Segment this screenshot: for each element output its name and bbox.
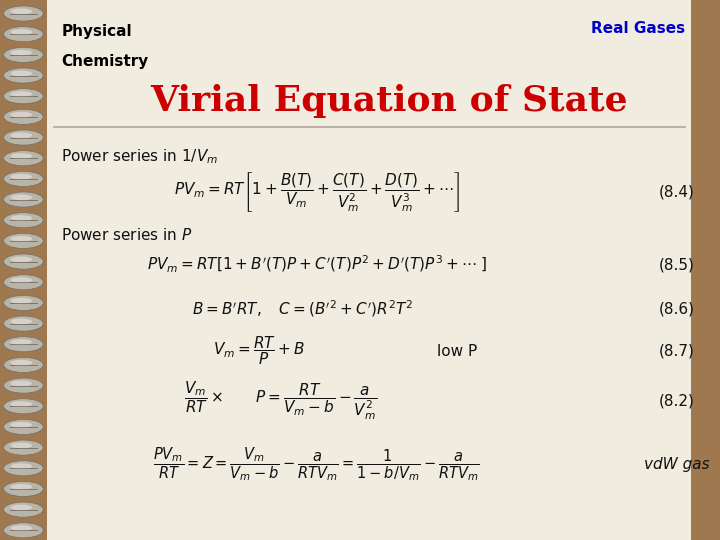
Text: Power series in $\mathit{1/V_m}$: Power series in $\mathit{1/V_m}$ (61, 147, 218, 166)
Ellipse shape (4, 89, 43, 104)
Ellipse shape (4, 502, 43, 517)
Ellipse shape (4, 213, 43, 228)
Ellipse shape (10, 422, 32, 428)
FancyBboxPatch shape (691, 0, 720, 540)
Ellipse shape (4, 136, 43, 143)
Ellipse shape (10, 339, 32, 345)
Ellipse shape (4, 68, 43, 83)
Text: Chemistry: Chemistry (61, 54, 148, 69)
Text: Real Gases: Real Gases (591, 21, 685, 36)
Ellipse shape (4, 420, 43, 435)
Ellipse shape (4, 130, 43, 145)
Text: (8.6): (8.6) (659, 301, 695, 316)
Ellipse shape (4, 109, 43, 124)
Ellipse shape (4, 363, 43, 370)
Ellipse shape (10, 319, 32, 325)
Ellipse shape (4, 481, 43, 496)
Ellipse shape (10, 484, 32, 490)
Ellipse shape (4, 316, 43, 331)
Ellipse shape (4, 404, 43, 411)
Text: (8.4): (8.4) (659, 184, 695, 199)
Ellipse shape (4, 425, 43, 432)
Ellipse shape (4, 523, 43, 538)
Ellipse shape (4, 357, 43, 373)
Ellipse shape (4, 53, 43, 60)
Ellipse shape (10, 236, 32, 241)
Ellipse shape (4, 239, 43, 246)
Text: $PV_m = RT[1 + B'(T)P + C'(T)P^2 + D'(T)P^3 +\cdots\;]$: $PV_m = RT[1 + B'(T)P + C'(T)P^2 + D'(T)… (147, 254, 487, 275)
Ellipse shape (10, 71, 32, 76)
Ellipse shape (10, 50, 32, 56)
Ellipse shape (10, 463, 32, 469)
Text: (8.5): (8.5) (659, 257, 695, 272)
Ellipse shape (10, 153, 32, 159)
Ellipse shape (10, 215, 32, 221)
Text: $\dfrac{V_m}{RT}\times \qquad P = \dfrac{RT}{V_m-b} - \dfrac{a}{V_m^2}$: $\dfrac{V_m}{RT}\times \qquad P = \dfrac… (184, 379, 377, 422)
Ellipse shape (4, 260, 43, 267)
Text: Power series in $P$: Power series in $P$ (61, 227, 193, 243)
Ellipse shape (4, 275, 43, 290)
Text: low P: low P (437, 343, 477, 359)
Ellipse shape (10, 174, 32, 180)
Ellipse shape (4, 461, 43, 476)
Ellipse shape (10, 132, 32, 138)
Ellipse shape (10, 194, 32, 200)
Ellipse shape (4, 487, 43, 494)
Text: (8.2): (8.2) (659, 393, 695, 408)
FancyBboxPatch shape (47, 0, 720, 540)
Ellipse shape (10, 360, 32, 366)
Text: Virial Equation of State: Virial Equation of State (150, 84, 628, 118)
Text: Physical: Physical (61, 24, 132, 39)
Ellipse shape (4, 440, 43, 455)
Ellipse shape (4, 322, 43, 328)
Ellipse shape (4, 342, 43, 349)
Ellipse shape (10, 401, 32, 407)
Ellipse shape (10, 504, 32, 510)
Ellipse shape (4, 198, 43, 205)
Ellipse shape (10, 381, 32, 386)
Ellipse shape (4, 48, 43, 63)
Ellipse shape (4, 219, 43, 225)
Ellipse shape (4, 508, 43, 515)
Ellipse shape (4, 32, 43, 39)
Ellipse shape (4, 295, 43, 310)
Ellipse shape (10, 9, 32, 14)
Ellipse shape (4, 280, 43, 287)
Ellipse shape (4, 192, 43, 207)
Ellipse shape (4, 336, 43, 352)
Text: (8.7): (8.7) (659, 343, 695, 359)
Ellipse shape (4, 157, 43, 163)
Ellipse shape (4, 378, 43, 393)
Ellipse shape (4, 254, 43, 269)
Ellipse shape (4, 233, 43, 248)
Ellipse shape (4, 94, 43, 101)
Text: $\dfrac{PV_m}{RT} = Z = \dfrac{V_m}{V_m-b} - \dfrac{a}{RTV_m} = \dfrac{1}{1-b/V_: $\dfrac{PV_m}{RT} = Z = \dfrac{V_m}{V_m-… (153, 446, 480, 483)
Ellipse shape (4, 171, 43, 186)
Text: $V_m = \dfrac{RT}{P} + B$: $V_m = \dfrac{RT}{P} + B$ (213, 335, 305, 367)
Ellipse shape (4, 6, 43, 21)
Ellipse shape (4, 74, 43, 80)
Text: $B = B'RT,\quad C = (B'^{2}+C')R^{2}T^{2}$: $B = B'RT,\quad C = (B'^{2}+C')R^{2}T^{2… (192, 299, 413, 319)
Ellipse shape (4, 384, 43, 390)
Ellipse shape (10, 91, 32, 97)
Ellipse shape (4, 26, 43, 42)
Ellipse shape (10, 298, 32, 303)
Ellipse shape (4, 399, 43, 414)
Ellipse shape (10, 525, 32, 531)
Text: vdW gas: vdW gas (644, 457, 710, 472)
Ellipse shape (4, 115, 43, 122)
Text: $PV_m = RT\left[1+\dfrac{B(T)}{V_m}+\dfrac{C(T)}{V_m^2}+\dfrac{D(T)}{V_m^3}+\cdo: $PV_m = RT\left[1+\dfrac{B(T)}{V_m}+\dfr… (174, 170, 460, 214)
Ellipse shape (10, 256, 32, 262)
Ellipse shape (4, 301, 43, 308)
Ellipse shape (4, 151, 43, 166)
Ellipse shape (4, 467, 43, 473)
Ellipse shape (4, 177, 43, 184)
Ellipse shape (10, 277, 32, 283)
Ellipse shape (4, 446, 43, 453)
Ellipse shape (10, 443, 32, 448)
Ellipse shape (4, 12, 43, 18)
Ellipse shape (10, 112, 32, 118)
Ellipse shape (10, 29, 32, 35)
Ellipse shape (4, 529, 43, 535)
